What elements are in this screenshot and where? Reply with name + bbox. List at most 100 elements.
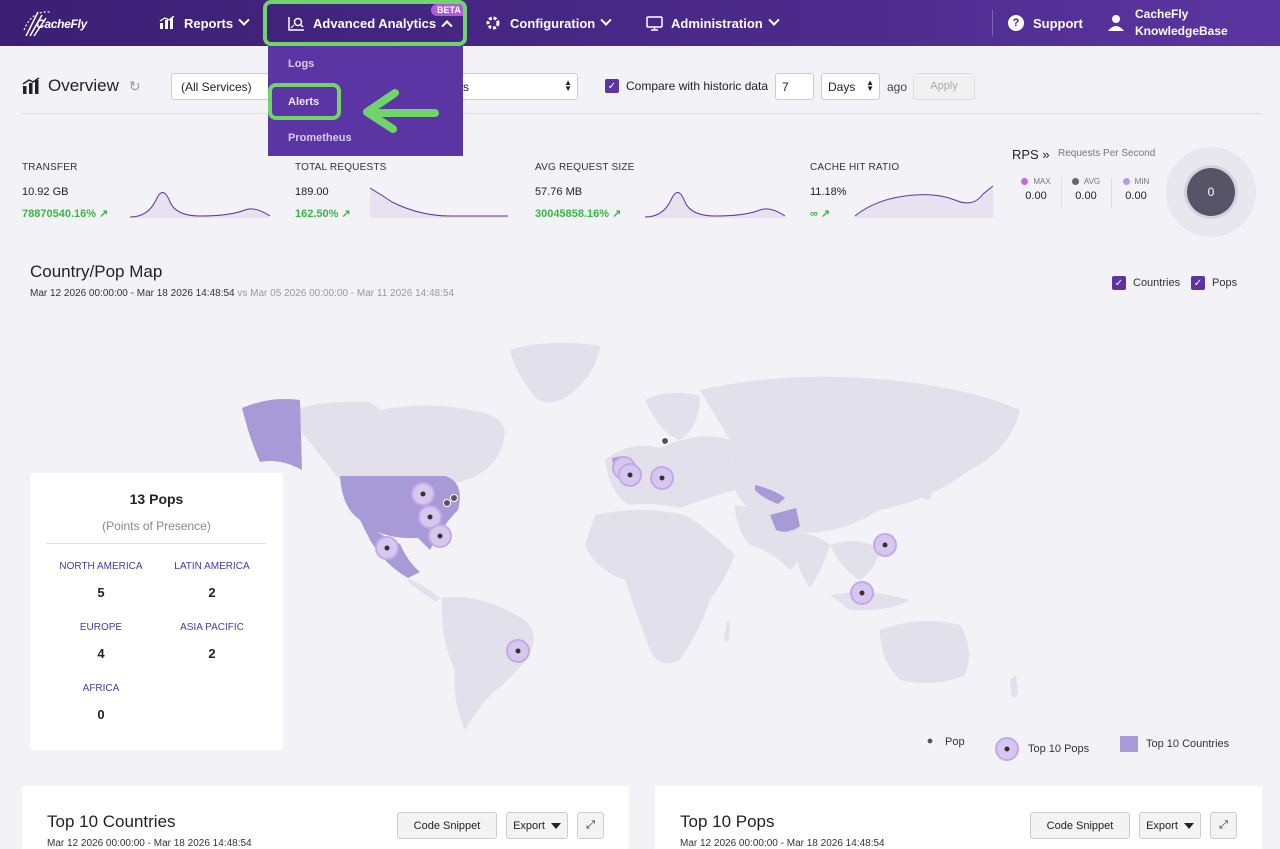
code-snippet-button[interactable]: Code Snippet bbox=[1030, 812, 1130, 839]
analytics-icon bbox=[287, 14, 305, 32]
stat-value: 57.76 MB bbox=[535, 186, 583, 198]
world-map[interactable] bbox=[230, 330, 1040, 740]
region-count: 4 bbox=[97, 646, 105, 661]
pops-checkbox[interactable]: ✓ Pops bbox=[1191, 276, 1237, 290]
region-name: LATIN AMERICA bbox=[174, 561, 250, 572]
menu-item-logs[interactable]: Logs bbox=[288, 58, 315, 70]
stat-change-value: ∞ bbox=[810, 208, 818, 220]
nav-reports[interactable]: Reports bbox=[158, 0, 250, 46]
card-title: Top 10 Pops bbox=[680, 812, 775, 831]
legend-top-pops: Top 10 Pops bbox=[994, 736, 1089, 762]
bar-chart-icon bbox=[158, 14, 176, 32]
stat-change-value: 30045858.16% bbox=[535, 208, 610, 220]
stat-avg-request-size: AVG REQUEST SIZE 57.76 MB 30045858.16% ↗ bbox=[535, 162, 635, 220]
checkbox-checked-icon: ✓ bbox=[1112, 276, 1126, 290]
export-label: Export bbox=[513, 819, 545, 832]
nav-administration-label: Administration bbox=[671, 15, 763, 31]
legend-top-pops-label: Top 10 Pops bbox=[1028, 743, 1090, 755]
page-title-label: Overview bbox=[48, 76, 119, 95]
stat-label: CACHE HIT RATIO bbox=[810, 162, 900, 173]
expand-icon: ⤢ bbox=[586, 819, 595, 831]
trend-up-icon: ↗ bbox=[99, 208, 109, 220]
menu-item-alerts[interactable]: Alerts bbox=[288, 96, 320, 108]
cachefly-logo-icon[interactable] bbox=[20, 6, 90, 40]
nav-advanced-analytics-label: Advanced Analytics bbox=[313, 15, 437, 31]
code-snippet-button[interactable]: Code Snippet bbox=[397, 812, 497, 839]
expand-button[interactable]: ⤢ bbox=[1210, 812, 1237, 839]
chevron-down-icon bbox=[238, 14, 250, 26]
top-countries-card: Top 10 Countries Mar 12 2026 00:00:00 - … bbox=[22, 786, 629, 849]
user-name: CacheFly bbox=[1135, 7, 1189, 21]
compare-amount-value: 7 bbox=[782, 80, 789, 94]
compare-amount-input[interactable]: 7 bbox=[775, 73, 814, 100]
nav-advanced-analytics[interactable]: Advanced Analytics bbox=[287, 0, 453, 46]
compare-unit-value: Days bbox=[828, 80, 856, 94]
rps-min-value: 0.00 bbox=[1125, 190, 1147, 202]
up-down-arrows-icon: ▲ ▼ bbox=[866, 78, 874, 93]
rps-max: MAX 0.00 bbox=[1013, 177, 1059, 202]
pops-card-subtitle: (Points of Presence) bbox=[102, 519, 211, 533]
card-dates: Mar 12 2026 00:00:00 - Mar 18 2026 14:48… bbox=[47, 838, 252, 849]
nav-divider bbox=[992, 10, 993, 36]
pops-summary-card: 13 Pops (Points of Presence) NORTH AMERI… bbox=[30, 473, 283, 750]
compare-unit-select[interactable]: Days ▲ ▼ bbox=[821, 73, 880, 100]
stat-change: ∞ ↗ bbox=[810, 207, 899, 220]
pop-dot-icon bbox=[926, 737, 934, 745]
stat-value: 189.00 bbox=[295, 186, 329, 198]
stat-value: 11.18% bbox=[810, 186, 847, 198]
user-icon bbox=[1108, 15, 1124, 31]
rps-avg: AVG 0.00 bbox=[1063, 177, 1109, 202]
up-down-arrows-icon: ▲ ▼ bbox=[564, 78, 572, 93]
service-select[interactable]: (All Services) bbox=[171, 73, 281, 100]
region-count: 5 bbox=[97, 585, 105, 600]
expand-button[interactable]: ⤢ bbox=[577, 812, 604, 839]
nav-support[interactable]: ? Support bbox=[1008, 0, 1083, 46]
date-range-select[interactable]: ys ▲ ▼ bbox=[448, 73, 578, 100]
apply-button[interactable]: Apply bbox=[913, 73, 975, 100]
map-date-range: Mar 12 2026 00:00:00 - Mar 18 2026 14:48… bbox=[30, 288, 454, 299]
region-europe: EUROPE 4 bbox=[46, 622, 156, 661]
nav-administration[interactable]: Administration bbox=[645, 0, 780, 46]
chevron-down-icon bbox=[600, 14, 612, 26]
card-title: Top 10 Countries bbox=[47, 812, 176, 831]
min-dot-icon bbox=[1122, 178, 1130, 185]
stat-label: TOTAL REQUESTS bbox=[295, 162, 387, 173]
compare-checkbox[interactable]: ✓ Compare with historic data bbox=[605, 79, 768, 93]
stat-change: 78870540.16% ↗ bbox=[22, 207, 108, 220]
user-org: KnowledgeBase bbox=[1135, 24, 1228, 38]
chart-icon bbox=[22, 77, 40, 94]
service-select-value: (All Services) bbox=[181, 80, 252, 94]
stat-value: 10.92 GB bbox=[22, 186, 69, 198]
rps-subtitle: Requests Per Second bbox=[1058, 148, 1156, 159]
rps-title[interactable]: RPS » bbox=[1012, 147, 1050, 162]
map-dates-compare: vs Mar 05 2026 00:00:00 - Mar 11 2026 14… bbox=[237, 288, 455, 299]
monitor-icon bbox=[645, 14, 663, 32]
rps-gauge-value: 0 bbox=[1187, 168, 1235, 216]
export-button[interactable]: Export bbox=[1139, 812, 1201, 839]
trend-up-icon: ↗ bbox=[341, 208, 351, 220]
user-menu[interactable]: CacheFly KnowledgeBase bbox=[1107, 6, 1228, 40]
menu-item-prometheus[interactable]: Prometheus bbox=[288, 132, 352, 144]
region-count: 2 bbox=[208, 646, 216, 661]
legend-top-countries: Top 10 Countries bbox=[1120, 736, 1229, 752]
highlight-box-advanced-analytics bbox=[263, 0, 467, 46]
refresh-icon[interactable]: ↻ bbox=[128, 77, 141, 94]
region-north-america: NORTH AMERICA 5 bbox=[46, 561, 156, 600]
max-dot-icon bbox=[1021, 178, 1029, 185]
sparkline-transfer bbox=[130, 192, 270, 218]
stat-change: 30045858.16% ↗ bbox=[535, 207, 635, 220]
pops-card-title: 13 Pops bbox=[129, 491, 184, 507]
export-button[interactable]: Export bbox=[506, 812, 568, 839]
chevron-down-icon bbox=[768, 14, 780, 26]
countries-checkbox[interactable]: ✓ Countries bbox=[1112, 276, 1180, 290]
ago-label: ago bbox=[887, 80, 908, 94]
highlight-box-alerts bbox=[268, 83, 341, 120]
stat-label: AVG REQUEST SIZE bbox=[535, 162, 635, 173]
pops-label: Pops bbox=[1212, 277, 1238, 289]
region-name: NORTH AMERICA bbox=[59, 561, 143, 572]
gear-icon bbox=[484, 14, 502, 32]
region-name: AFRICA bbox=[82, 683, 120, 694]
countries-label: Countries bbox=[1133, 277, 1181, 289]
nav-configuration[interactable]: Configuration bbox=[484, 0, 612, 46]
legend-pop-label: Pop bbox=[945, 736, 965, 748]
